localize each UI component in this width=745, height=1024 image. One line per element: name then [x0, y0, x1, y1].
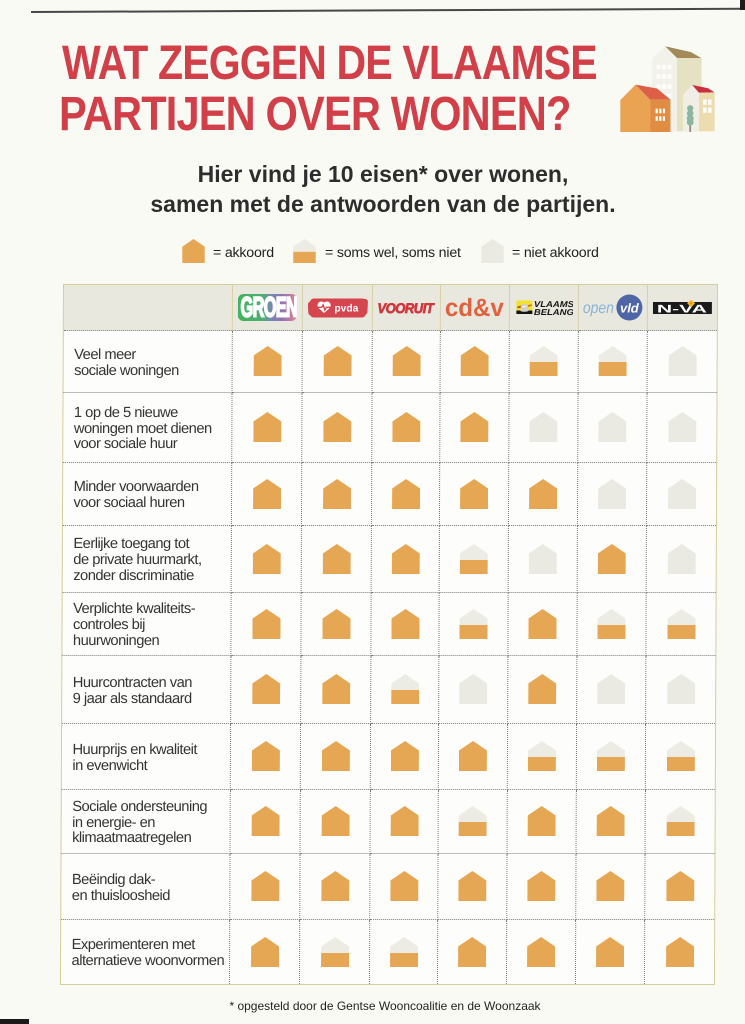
svg-text:BELANG: BELANG [534, 307, 573, 316]
svg-text:VOORUIT: VOORUIT [377, 301, 435, 315]
svg-text:cd&v: cd&v [445, 297, 504, 319]
svg-text:N-VA: N-VA [656, 303, 706, 315]
svg-text:vld: vld [620, 300, 640, 315]
svg-text:GROEN: GROEN [241, 294, 297, 321]
svg-text:pvda: pvda [334, 302, 358, 314]
svg-text:open: open [583, 300, 614, 317]
svg-text:VLAAMS: VLAAMS [534, 299, 573, 309]
